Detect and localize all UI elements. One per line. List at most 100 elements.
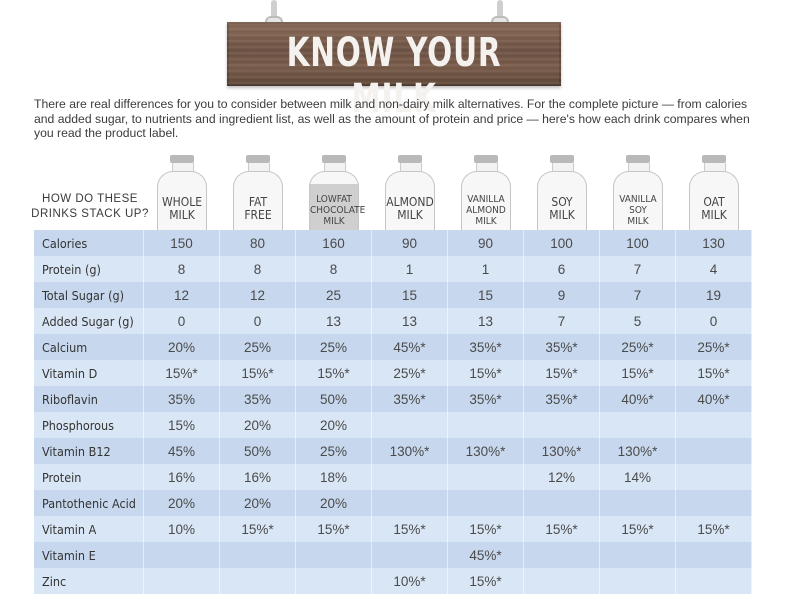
corner-label-line-1: HOW DO THESE — [42, 193, 138, 205]
bottle-neck — [324, 163, 346, 173]
bottle-label-line: MILK — [627, 216, 649, 227]
bottle-label-line: WHOLE — [161, 195, 203, 209]
table-cell: 15%* — [676, 516, 752, 542]
table-cell: 7 — [524, 308, 600, 334]
table-cell — [676, 568, 752, 594]
table-cell: 10%* — [372, 568, 448, 594]
table-cell: 6 — [524, 256, 600, 282]
table-cell: 20% — [144, 334, 220, 360]
table-cell — [372, 542, 448, 568]
table-cell — [676, 412, 752, 438]
milk-bottle-icon: FAT FREE — [233, 155, 283, 231]
table-cell: 25% — [296, 438, 372, 464]
table-cell: 25%* — [600, 334, 676, 360]
milk-bottle-icon: VANILLA ALMOND MILK — [461, 155, 511, 231]
row-label: Vitamin A — [34, 516, 144, 542]
row-label: Vitamin E — [34, 542, 144, 568]
table-cell: 15%* — [220, 516, 296, 542]
table-cell: 15%* — [220, 360, 296, 386]
bottle-label-line: MILK — [475, 216, 497, 227]
bottle-cap — [246, 155, 270, 163]
table-cell: 130%* — [448, 438, 524, 464]
bottle-body: ALMOND MILK — [385, 171, 435, 231]
table-cell: 18% — [296, 464, 372, 490]
table-cell: 15%* — [448, 516, 524, 542]
table-cell — [372, 412, 448, 438]
table-cell — [524, 542, 600, 568]
table-cell: 5 — [600, 308, 676, 334]
table-cell: 20% — [220, 412, 296, 438]
table-cell: 15%* — [600, 360, 676, 386]
table-cell — [524, 412, 600, 438]
table-cell: 25%* — [676, 334, 752, 360]
table-cell — [448, 412, 524, 438]
table-cell: 12 — [144, 282, 220, 308]
table-cell: 150 — [144, 230, 220, 256]
table-cell: 40%* — [676, 386, 752, 412]
milk-bottle-icon: VANILLA SOY MILK — [613, 155, 663, 231]
table-cell — [296, 568, 372, 594]
table-cell: 35% — [144, 386, 220, 412]
table-cell: 0 — [220, 308, 296, 334]
bottle-label-line: MILK — [397, 208, 423, 222]
table-cell — [220, 542, 296, 568]
table-cell: 45%* — [448, 542, 524, 568]
bottle-label-line: FAT — [248, 195, 268, 209]
row-label: Total Sugar (g) — [34, 282, 144, 308]
table-cell: 15%* — [296, 360, 372, 386]
table-cell: 15%* — [372, 516, 448, 542]
table-cell — [372, 490, 448, 516]
bottle-label-line: VANILLA — [619, 194, 657, 205]
bottle-label-line: VANILLA — [467, 194, 505, 205]
table-cell: 15 — [448, 282, 524, 308]
bottle-neck — [248, 163, 270, 173]
table-cell: 1 — [372, 256, 448, 282]
table-cell: 130%* — [524, 438, 600, 464]
table-cell: 35%* — [524, 334, 600, 360]
table-cell: 13 — [448, 308, 524, 334]
bottle-neck — [552, 163, 574, 173]
table-cell — [448, 464, 524, 490]
row-label: Zinc — [34, 568, 144, 594]
table-cell: 50% — [296, 386, 372, 412]
bottle-label-line: SOY — [629, 205, 647, 216]
table-cell — [524, 568, 600, 594]
bottle-label-line: MILK — [549, 208, 575, 222]
table-cell: 100 — [524, 230, 600, 256]
bottle-body: VANILLA SOY MILK — [613, 171, 663, 231]
table-cell: 15 — [372, 282, 448, 308]
table-cell: 13 — [296, 308, 372, 334]
bottle-body: WHOLE MILK — [157, 171, 207, 231]
table-cell: 25 — [296, 282, 372, 308]
bottle-label-line: ALMOND — [466, 205, 506, 216]
wood-sign-board: KNOW YOUR MILK — [227, 22, 561, 122]
table-cell — [372, 464, 448, 490]
table-cell — [676, 438, 752, 464]
table-cell: 90 — [448, 230, 524, 256]
table-cell: 0 — [676, 308, 752, 334]
bottle-label-line: OAT — [703, 195, 725, 209]
bottle-cap — [626, 155, 650, 163]
page-title: KNOW YOUR MILK — [286, 30, 502, 122]
table-cell: 100 — [600, 230, 676, 256]
milk-bottle-icon: SOY MILK — [537, 155, 587, 231]
milk-bottle-icon: OAT MILK — [689, 155, 739, 231]
title-sign: KNOW YOUR MILK — [227, 0, 561, 122]
table-cell — [600, 568, 676, 594]
row-label: Phosphorous — [34, 412, 144, 438]
table-cell: 9 — [524, 282, 600, 308]
intro-paragraph: There are real differences for you to co… — [34, 97, 750, 140]
bottle-label-line: MILK — [169, 208, 195, 222]
table-cell — [144, 568, 220, 594]
table-cell: 8 — [296, 256, 372, 282]
table-cell: 12% — [524, 464, 600, 490]
table-cell — [448, 490, 524, 516]
table-cell: 35%* — [448, 334, 524, 360]
table-cell: 16% — [144, 464, 220, 490]
bottle-body: LOWFAT CHOCOLATE MILK — [309, 171, 365, 231]
row-label: Riboflavin — [34, 386, 144, 412]
table-cell: 20% — [296, 412, 372, 438]
table-cell: 50% — [220, 438, 296, 464]
table-cell: 80 — [220, 230, 296, 256]
row-label: Vitamin D — [34, 360, 144, 386]
